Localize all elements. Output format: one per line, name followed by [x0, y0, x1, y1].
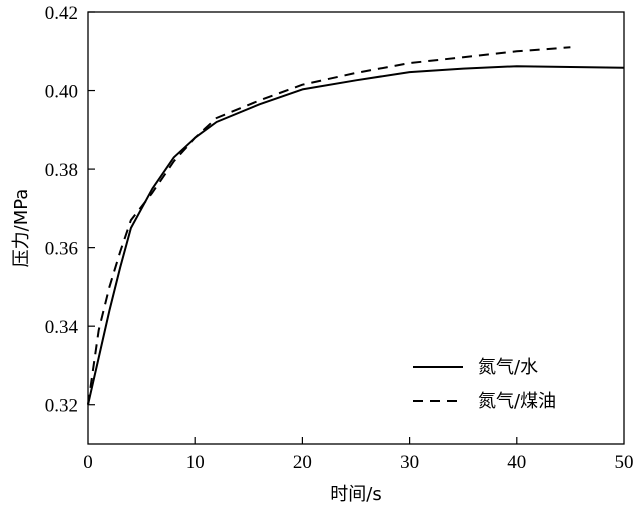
- series-line-water: [87, 65, 625, 405]
- x-tick-label: 0: [83, 452, 93, 473]
- series-line-kerosene: [87, 46, 571, 405]
- plot-lines: [87, 46, 625, 405]
- x-tick-label: 50: [615, 452, 634, 473]
- legend-label-water: 氮气/水: [478, 357, 538, 378]
- y-tick-label: 0.32: [45, 396, 78, 417]
- x-tick-label: 20: [293, 452, 312, 473]
- y-tick-label: 0.40: [45, 82, 78, 103]
- x-axis-ticks: 0 10 20 30 40 50: [83, 437, 634, 473]
- x-tick-label: 30: [400, 452, 419, 473]
- legend: 氮气/水 氮气/煤油: [413, 357, 556, 412]
- legend-label-kerosene: 氮气/煤油: [478, 391, 556, 412]
- y-axis-title: 压力/MPa: [11, 189, 32, 268]
- x-tick-label: 40: [507, 452, 526, 473]
- y-tick-label: 0.42: [45, 3, 78, 24]
- y-tick-label: 0.34: [45, 317, 79, 338]
- y-tick-label: 0.38: [45, 160, 78, 181]
- x-tick-label: 10: [186, 452, 205, 473]
- plot-frame: [87, 11, 625, 445]
- y-tick-label: 0.36: [45, 239, 78, 260]
- x-axis-title: 时间/s: [330, 484, 381, 505]
- y-axis-ticks: 0.32 0.34 0.36 0.38 0.40 0.42: [45, 3, 95, 417]
